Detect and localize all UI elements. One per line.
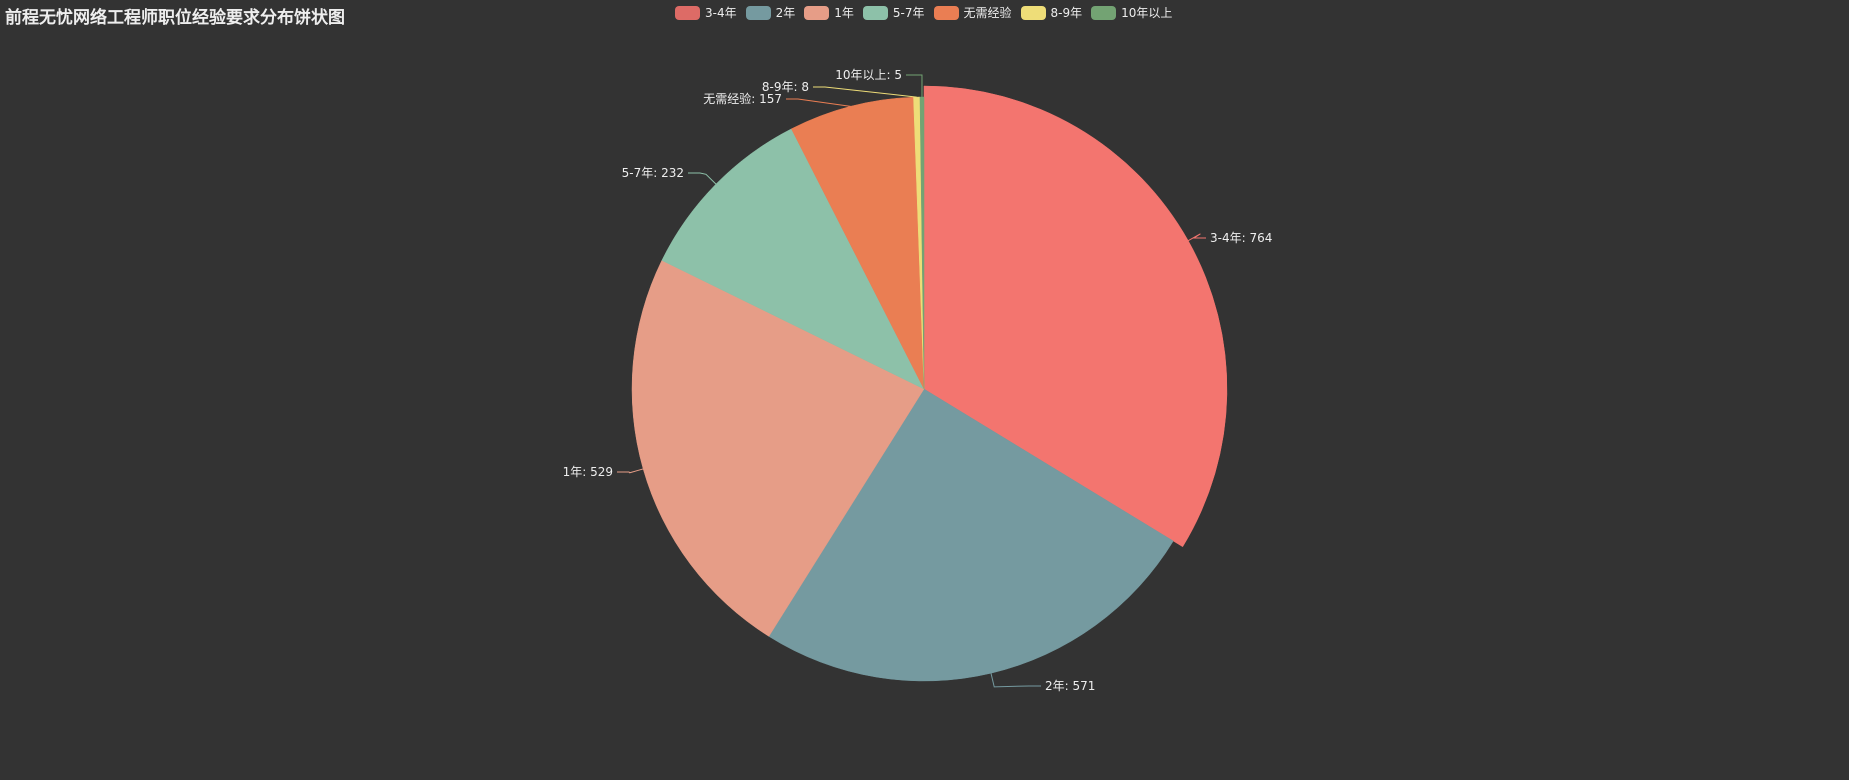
slice-label-6: 10年以上: 5	[835, 68, 902, 82]
legend-item-8-9[interactable]: 8-9年	[1020, 4, 1083, 21]
label-line-3	[688, 172, 717, 185]
label-line-0	[1187, 233, 1206, 242]
label-line-6	[906, 74, 923, 98]
slice-label-2: 1年: 529	[563, 465, 613, 479]
legend-item-3-4[interactable]: 3-4年	[675, 4, 737, 21]
legend-item-2[interactable]: 2年	[745, 4, 796, 21]
slice-label-3: 5-7年: 232	[622, 166, 684, 180]
legend-item-5-7[interactable]: 5-7年	[862, 4, 925, 21]
legend-item-none[interactable]: 无需经验	[933, 4, 1012, 21]
legend-swatch	[745, 5, 771, 20]
legend-label: 3-4年	[705, 6, 737, 20]
label-line-2	[617, 468, 644, 474]
slice-label-0: 3-4年: 764	[1210, 231, 1272, 245]
legend-label: 5-7年	[892, 6, 925, 20]
legend: 3-4年 2年 1年 5-7年 无需经验 8-9年 10年以上	[675, 4, 1172, 21]
pie-slice-2[interactable]	[631, 260, 925, 637]
label-line-1	[990, 673, 1041, 688]
label-line-4	[786, 98, 851, 107]
slice-label-1: 2年: 571	[1045, 679, 1095, 693]
legend-swatch	[862, 5, 888, 20]
legend-label: 8-9年	[1050, 6, 1083, 20]
legend-item-10plus[interactable]: 10年以上	[1091, 4, 1172, 21]
pie-slice-4[interactable]	[791, 96, 925, 390]
legend-label: 1年	[834, 6, 854, 20]
legend-swatch	[1091, 5, 1117, 20]
legend-swatch	[1020, 5, 1046, 20]
legend-swatch	[933, 5, 959, 20]
legend-label: 10年以上	[1121, 6, 1173, 20]
legend-swatch	[804, 5, 830, 20]
chart-title: 前程无忧网络工程师职位经验要求分布饼状图	[5, 8, 345, 28]
slice-label-4: 无需经验: 157	[703, 91, 782, 106]
legend-label: 2年	[775, 6, 796, 20]
legend-swatch	[675, 5, 700, 20]
slice-label-5: 8-9年: 8	[762, 80, 809, 94]
legend-item-1[interactable]: 1年	[804, 4, 854, 21]
pie-slice-6[interactable]	[919, 96, 925, 390]
label-line-5	[813, 86, 917, 98]
legend-label: 无需经验	[963, 6, 1012, 20]
pie-slice-0[interactable]	[923, 85, 1228, 548]
pie-slice-1[interactable]	[768, 388, 1174, 682]
